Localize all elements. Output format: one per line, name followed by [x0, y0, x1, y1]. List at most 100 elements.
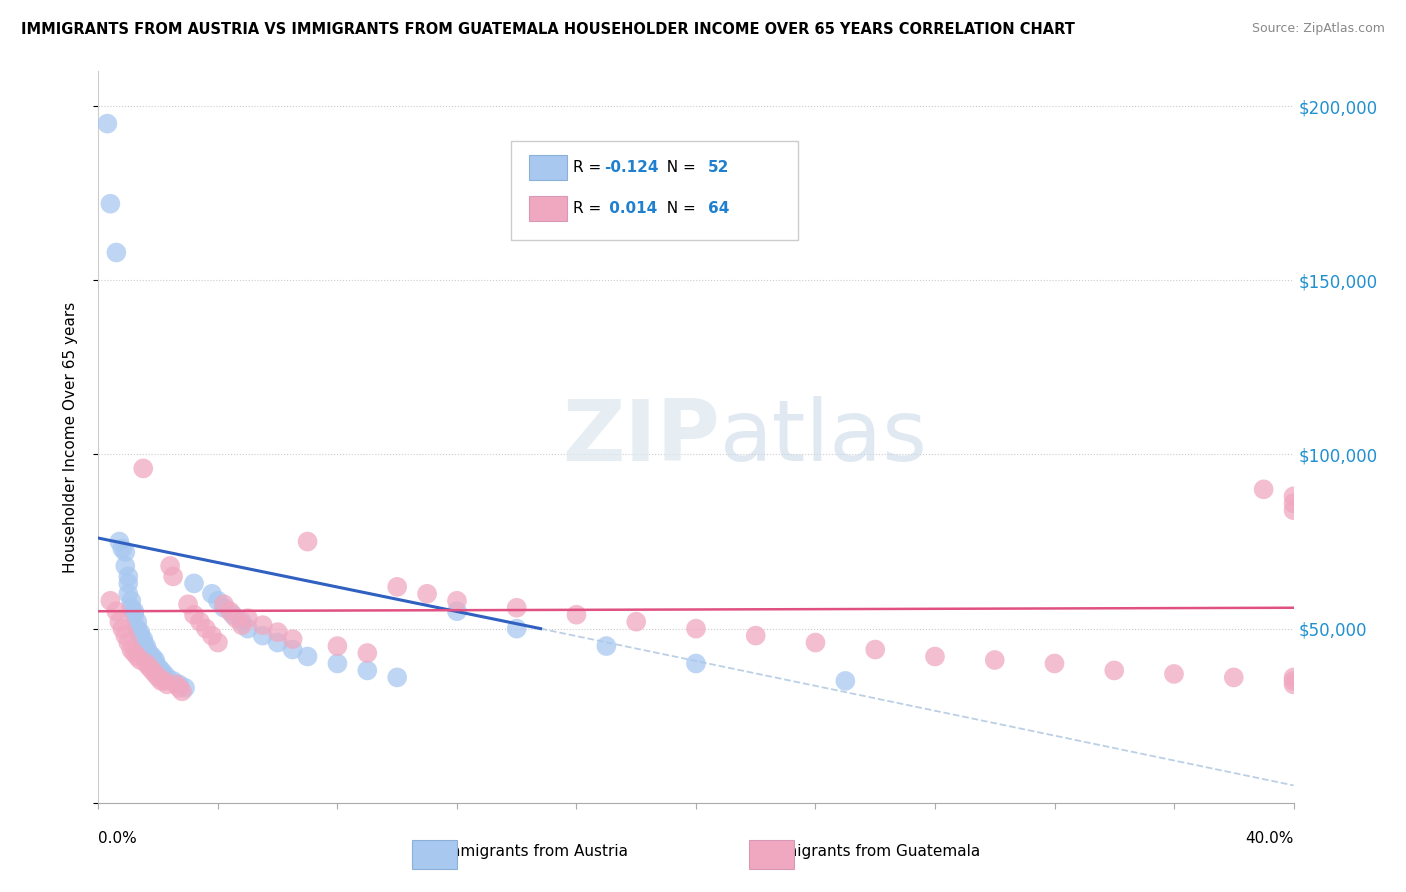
Point — [356, 664, 378, 678]
Point — [124, 646, 146, 660]
Point — [984, 653, 1007, 667]
Point — [1282, 670, 1305, 684]
Point — [385, 670, 409, 684]
Point — [1282, 503, 1305, 517]
Point — [506, 600, 529, 615]
Point — [231, 618, 253, 632]
Text: R =: R = — [572, 160, 606, 175]
Point — [222, 607, 245, 622]
Point — [143, 653, 166, 667]
Point — [98, 196, 122, 211]
Point — [150, 664, 173, 678]
Point — [138, 646, 160, 660]
Text: IMMIGRANTS FROM AUSTRIA VS IMMIGRANTS FROM GUATEMALA HOUSEHOLDER INCOME OVER 65 : IMMIGRANTS FROM AUSTRIA VS IMMIGRANTS FR… — [21, 22, 1076, 37]
Point — [117, 576, 139, 591]
Point — [207, 594, 229, 608]
Point — [1043, 657, 1066, 671]
Point — [446, 604, 468, 618]
Point — [153, 667, 176, 681]
Point — [114, 558, 136, 573]
Point — [356, 646, 378, 660]
Point — [172, 684, 194, 698]
Text: Immigrants from Guatemala: Immigrants from Guatemala — [763, 845, 980, 859]
Point — [124, 604, 146, 618]
Point — [111, 541, 134, 556]
Point — [506, 622, 529, 636]
Text: 64: 64 — [709, 201, 730, 216]
Point — [141, 649, 163, 664]
Text: N =: N = — [657, 160, 700, 175]
Point — [219, 604, 242, 618]
Text: Source: ZipAtlas.com: Source: ZipAtlas.com — [1251, 22, 1385, 36]
Point — [132, 632, 155, 646]
Point — [297, 649, 319, 664]
Point — [124, 607, 146, 622]
Point — [129, 653, 152, 667]
Point — [326, 639, 349, 653]
Point — [105, 245, 128, 260]
Point — [165, 677, 187, 691]
Y-axis label: Householder Income Over 65 years: Householder Income Over 65 years — [63, 301, 77, 573]
Point — [212, 597, 235, 611]
Point — [416, 587, 439, 601]
Point — [162, 673, 184, 688]
Point — [326, 657, 349, 671]
Point — [135, 642, 157, 657]
Point — [132, 635, 155, 649]
Point — [111, 622, 134, 636]
FancyBboxPatch shape — [529, 155, 567, 180]
Point — [159, 558, 181, 573]
Point — [148, 660, 170, 674]
Point — [188, 615, 211, 629]
Point — [117, 587, 139, 601]
Point — [127, 649, 149, 664]
Point — [138, 660, 160, 674]
Point — [167, 677, 190, 691]
Point — [231, 615, 253, 629]
Point — [132, 461, 155, 475]
Point — [96, 117, 118, 131]
Point — [685, 657, 707, 671]
Text: N =: N = — [657, 201, 700, 216]
Point — [174, 681, 197, 695]
Point — [297, 534, 319, 549]
FancyBboxPatch shape — [510, 141, 797, 240]
Point — [745, 629, 768, 643]
Point — [865, 642, 887, 657]
Point — [98, 594, 122, 608]
Point — [150, 673, 173, 688]
Point — [167, 681, 190, 695]
Point — [834, 673, 856, 688]
Point — [565, 607, 588, 622]
Point — [135, 657, 157, 671]
Text: ZIP: ZIP — [562, 395, 720, 479]
Point — [267, 625, 290, 640]
Text: Immigrants from Austria: Immigrants from Austria — [440, 845, 628, 859]
Point — [1223, 670, 1246, 684]
Point — [236, 622, 259, 636]
Text: 0.014: 0.014 — [605, 201, 657, 216]
Point — [108, 615, 131, 629]
Point — [1282, 677, 1305, 691]
Point — [1253, 483, 1275, 497]
Point — [143, 657, 166, 671]
Text: atlas: atlas — [720, 395, 928, 479]
Point — [1282, 673, 1305, 688]
Point — [804, 635, 827, 649]
Text: 52: 52 — [709, 160, 730, 175]
Point — [117, 569, 139, 583]
Point — [143, 667, 166, 681]
Point — [129, 629, 152, 643]
Point — [114, 545, 136, 559]
Point — [685, 622, 707, 636]
Point — [114, 629, 136, 643]
Point — [595, 639, 617, 653]
Point — [156, 677, 179, 691]
Point — [924, 649, 946, 664]
Point — [129, 625, 152, 640]
Point — [127, 615, 149, 629]
Point — [626, 615, 648, 629]
Point — [162, 569, 184, 583]
Point — [252, 618, 274, 632]
Point — [281, 642, 304, 657]
